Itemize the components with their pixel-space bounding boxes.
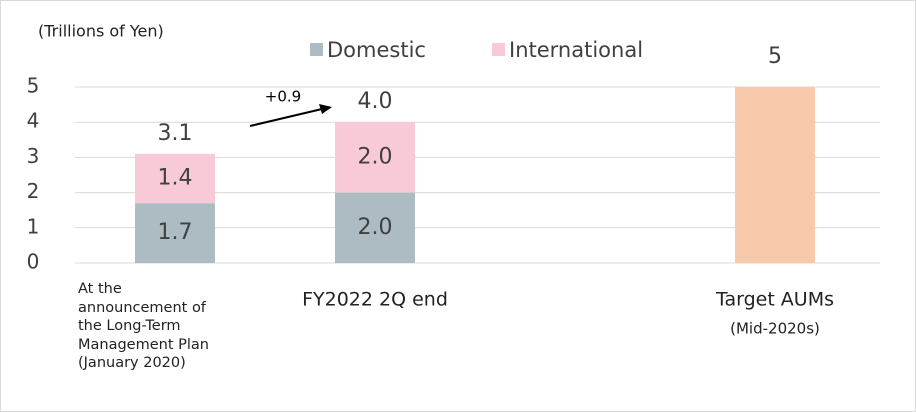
data-label: 1.7	[158, 220, 193, 245]
x-tick-label: Target AUMs	[715, 289, 834, 311]
total-label: 4.0	[358, 89, 393, 114]
target-bar	[735, 87, 815, 263]
target-label: 5	[768, 44, 782, 69]
y-tick-label: 1	[27, 214, 40, 238]
legend-label: International	[509, 38, 643, 62]
bar-segment	[135, 203, 215, 263]
data-label: 2.0	[358, 144, 393, 169]
bar-segment	[135, 153, 215, 204]
annotation: +0.9	[265, 88, 301, 106]
legend-swatch	[492, 43, 505, 56]
unit-label: (Trillions of Yen)	[38, 22, 164, 41]
y-tick-label: 0	[27, 250, 40, 274]
bar-segment	[335, 192, 415, 263]
y-tick-label: 5	[27, 74, 40, 98]
total-label: 3.1	[158, 121, 193, 146]
x-tick-label: FY2022 2Q end	[302, 289, 448, 311]
y-tick-label: 3	[27, 144, 40, 168]
x-tick-label: At the announcement of the Long-Term Man…	[78, 281, 209, 371]
legend-label: Domestic	[327, 38, 426, 62]
category-note: (Mid-2020s)	[730, 320, 820, 338]
arrow	[249, 108, 323, 127]
arrow-head	[319, 104, 332, 114]
y-tick-label: 4	[27, 109, 40, 133]
y-tick-label: 2	[27, 179, 40, 203]
data-label: 2.0	[358, 215, 393, 240]
data-label: 1.4	[158, 166, 193, 191]
legend-swatch	[310, 43, 323, 56]
bar-segment	[335, 122, 415, 193]
